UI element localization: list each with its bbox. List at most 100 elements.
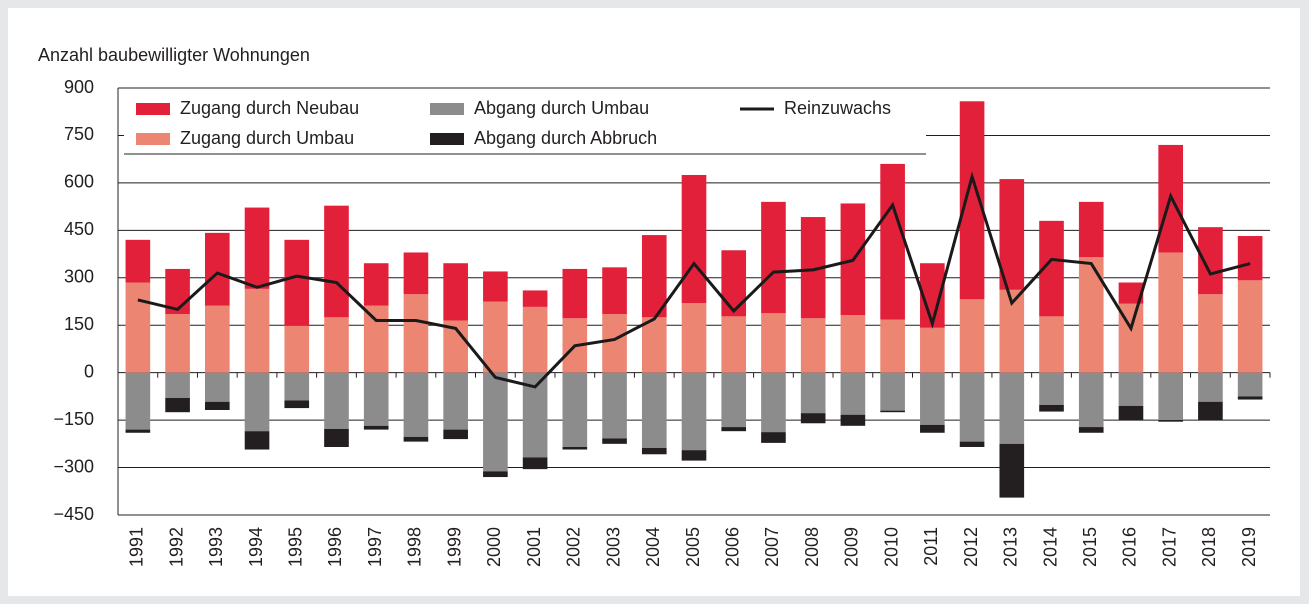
y-tick-label: −450 xyxy=(53,504,94,524)
bar xyxy=(204,232,230,306)
bar xyxy=(800,318,826,373)
legend-label: Abgang durch Abbruch xyxy=(474,128,657,148)
bar xyxy=(602,314,627,373)
bar xyxy=(1078,372,1104,428)
bar xyxy=(244,207,270,289)
x-tick-label: 2012 xyxy=(961,527,981,567)
bar xyxy=(761,313,786,373)
x-tick-label: 2016 xyxy=(1120,527,1140,567)
bar xyxy=(562,446,588,450)
bar xyxy=(403,436,429,442)
bar xyxy=(840,414,866,426)
x-tick-label: 1993 xyxy=(206,527,226,567)
bar xyxy=(800,413,826,424)
bar xyxy=(443,429,468,440)
bar xyxy=(761,372,786,433)
y-tick-label: −150 xyxy=(53,409,94,429)
x-tick-label: 2001 xyxy=(524,527,544,567)
bar xyxy=(284,372,310,401)
bar xyxy=(1198,294,1223,373)
bar xyxy=(483,471,508,478)
bar xyxy=(1158,252,1184,373)
bar xyxy=(165,314,190,373)
bar xyxy=(840,315,866,373)
legend-label: Abgang durch Umbau xyxy=(474,98,649,118)
y-tick-label: 450 xyxy=(64,219,94,239)
bar xyxy=(204,372,230,402)
bar xyxy=(244,288,270,373)
bar xyxy=(721,427,747,432)
bar xyxy=(324,317,349,373)
x-tick-label: 1999 xyxy=(444,527,464,567)
legend-swatch xyxy=(136,103,170,115)
bar xyxy=(641,372,667,448)
bar xyxy=(959,441,985,447)
bar xyxy=(403,294,429,373)
x-tick-label: 2019 xyxy=(1239,527,1259,567)
bar xyxy=(999,372,1025,444)
x-tick-label: 2017 xyxy=(1159,527,1179,567)
bar xyxy=(1078,201,1104,258)
legend-label: Reinzuwachs xyxy=(784,98,891,118)
x-tick-label: 2013 xyxy=(1001,527,1021,567)
bar xyxy=(920,327,945,373)
bar xyxy=(681,372,707,451)
bar xyxy=(1078,427,1104,433)
y-tick-label: 600 xyxy=(64,172,94,192)
bar xyxy=(1198,372,1223,402)
bar xyxy=(244,431,270,450)
bar xyxy=(165,397,190,413)
x-tick-label: 2014 xyxy=(1040,527,1060,567)
x-tick-label: 2018 xyxy=(1199,527,1219,567)
bar xyxy=(522,290,548,307)
bar xyxy=(443,372,468,430)
bar xyxy=(443,263,468,321)
bar xyxy=(721,250,747,317)
legend-swatch xyxy=(430,103,464,115)
x-tick-label: 2007 xyxy=(762,527,782,567)
bar xyxy=(1237,372,1263,397)
bar xyxy=(363,263,389,306)
bar xyxy=(880,319,905,373)
bar xyxy=(1118,405,1144,421)
bar xyxy=(880,410,905,413)
y-tick-label: 900 xyxy=(64,77,94,97)
x-tick-label: 2002 xyxy=(564,527,584,567)
bar xyxy=(959,299,985,373)
bar xyxy=(125,282,151,373)
x-tick-label: 2000 xyxy=(484,527,504,567)
x-tick-label: 2005 xyxy=(683,527,703,567)
x-tick-label: 1995 xyxy=(286,527,306,567)
bar xyxy=(562,372,588,447)
bar xyxy=(204,305,230,373)
bar xyxy=(204,401,230,410)
bar xyxy=(959,372,985,442)
x-tick-label: 1997 xyxy=(365,527,385,567)
bar xyxy=(1078,257,1104,373)
bar xyxy=(721,372,747,428)
x-tick-label: 2011 xyxy=(921,527,941,566)
y-axis-label: Anzahl baubewilligter Wohnungen xyxy=(38,45,310,65)
bar xyxy=(641,317,667,373)
bar xyxy=(681,303,707,373)
bar xyxy=(363,425,389,430)
x-tick-label: 2003 xyxy=(603,527,623,567)
y-tick-label: 0 xyxy=(84,361,94,381)
y-tick-label: 750 xyxy=(64,124,94,144)
bar xyxy=(602,267,627,315)
x-tick-label: 2006 xyxy=(722,527,742,567)
x-tick-label: 2004 xyxy=(643,527,663,567)
bar xyxy=(324,372,349,429)
legend-label: Zugang durch Neubau xyxy=(180,98,359,118)
x-tick-label: 1998 xyxy=(405,527,425,567)
bar xyxy=(522,457,548,470)
bar xyxy=(1158,372,1184,421)
legend-swatch xyxy=(430,133,464,145)
bar xyxy=(721,316,747,373)
legend-box xyxy=(124,90,926,154)
x-tick-label: 2015 xyxy=(1080,527,1100,567)
bar xyxy=(1158,420,1184,422)
bar xyxy=(483,372,508,472)
